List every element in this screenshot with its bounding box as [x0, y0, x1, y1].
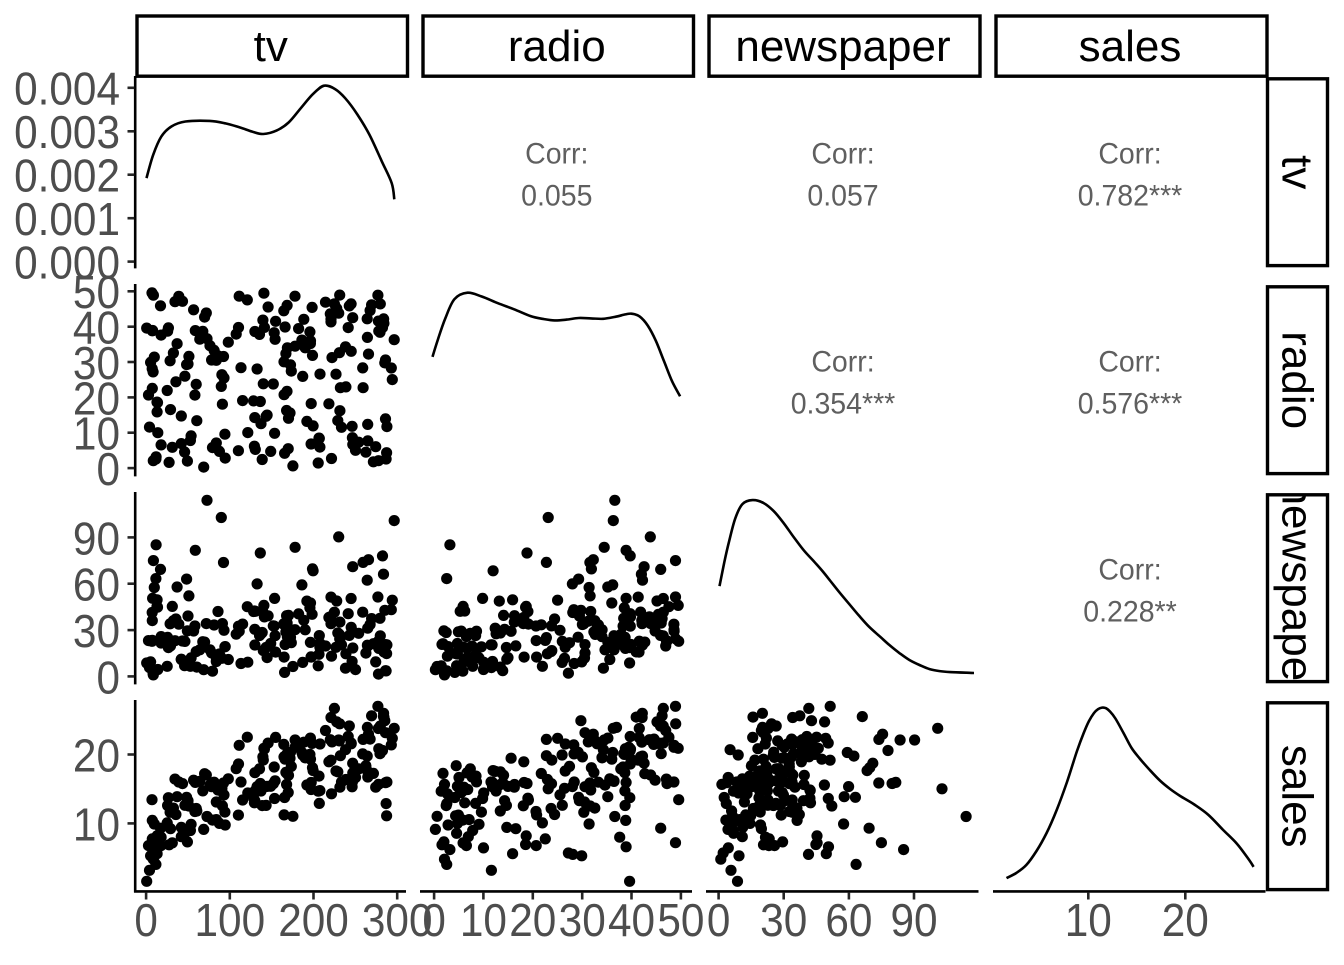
svg-text:tv: tv	[254, 22, 288, 71]
svg-text:0.000: 0.000	[14, 237, 120, 289]
svg-text:10: 10	[1065, 894, 1112, 946]
svg-text:30: 30	[559, 894, 606, 946]
svg-text:300: 300	[362, 894, 433, 946]
svg-text:0.004: 0.004	[14, 63, 120, 115]
svg-text:30: 30	[73, 337, 120, 389]
svg-text:Corr:: Corr:	[1098, 346, 1161, 379]
svg-text:0: 0	[422, 894, 446, 946]
svg-text:20: 20	[509, 894, 556, 946]
svg-text:Corr:: Corr:	[525, 138, 588, 171]
svg-text:Corr:: Corr:	[1098, 138, 1161, 171]
svg-text:200: 200	[278, 894, 349, 946]
svg-text:0.055: 0.055	[521, 180, 592, 213]
svg-text:50: 50	[73, 266, 120, 318]
svg-text:0.782***: 0.782***	[1078, 180, 1183, 213]
svg-text:10: 10	[460, 894, 507, 946]
svg-text:Corr:: Corr:	[811, 138, 874, 171]
svg-text:100: 100	[195, 894, 266, 946]
svg-text:newspaper: newspaper	[735, 22, 950, 71]
svg-text:50: 50	[657, 894, 704, 946]
svg-text:10: 10	[73, 798, 120, 850]
svg-text:60: 60	[825, 894, 872, 946]
svg-text:0: 0	[707, 894, 731, 946]
svg-text:0.228**: 0.228**	[1083, 596, 1177, 629]
svg-text:60: 60	[73, 559, 120, 611]
svg-text:0: 0	[97, 651, 121, 703]
svg-text:30: 30	[760, 894, 807, 946]
svg-text:radio: radio	[1272, 331, 1321, 429]
svg-text:40: 40	[73, 302, 120, 354]
svg-text:radio: radio	[508, 22, 606, 71]
svg-text:sales: sales	[1079, 22, 1182, 71]
svg-text:90: 90	[73, 512, 120, 564]
svg-text:0: 0	[97, 443, 121, 495]
svg-text:0.354***: 0.354***	[791, 388, 896, 421]
svg-text:0.003: 0.003	[14, 106, 120, 158]
svg-text:Corr:: Corr:	[1098, 554, 1161, 587]
svg-text:10: 10	[73, 408, 120, 460]
svg-text:0.002: 0.002	[14, 150, 120, 202]
svg-text:20: 20	[73, 372, 120, 424]
svg-text:90: 90	[890, 894, 937, 946]
svg-text:0.576***: 0.576***	[1078, 388, 1183, 421]
svg-text:40: 40	[608, 894, 655, 946]
svg-text:30: 30	[73, 605, 120, 657]
svg-text:Corr:: Corr:	[811, 346, 874, 379]
svg-text:sales: sales	[1272, 745, 1321, 848]
svg-text:0.057: 0.057	[807, 180, 878, 213]
svg-text:0: 0	[134, 894, 158, 946]
svg-text:0.001: 0.001	[14, 193, 120, 245]
svg-text:tv: tv	[1272, 155, 1321, 189]
svg-text:newspaper: newspaper	[1272, 481, 1321, 696]
svg-text:20: 20	[1162, 894, 1209, 946]
svg-text:20: 20	[73, 729, 120, 781]
